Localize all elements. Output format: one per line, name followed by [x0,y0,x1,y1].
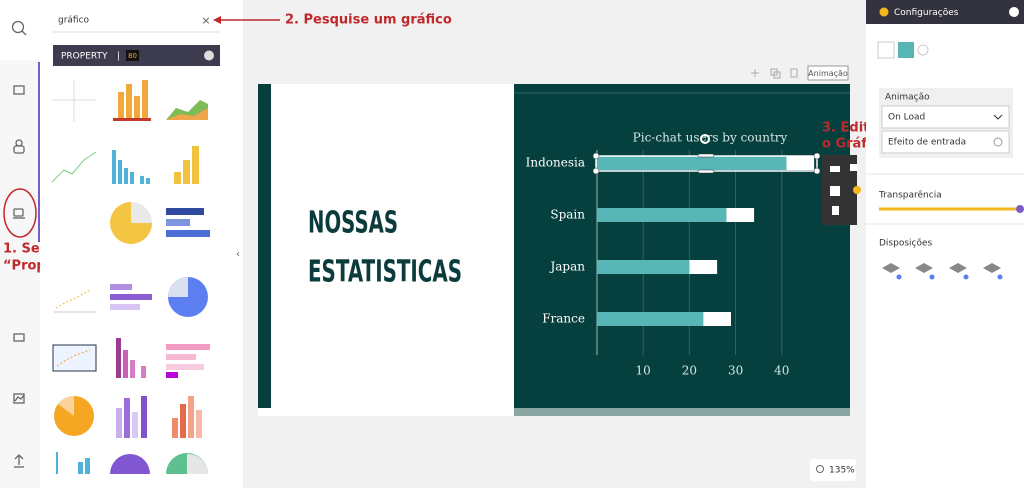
bar-segment [786,156,815,170]
animation-button[interactable] [807,65,849,81]
heading: ESTATISTICAS [308,255,462,290]
zoom-control[interactable] [810,459,856,481]
dropdown-arrow [993,114,1003,120]
category-label: Spain [550,208,585,222]
bar-segment [689,260,718,274]
annotation: 2. Pesquise um gráfico [285,13,452,28]
bar-segment [597,312,704,326]
chart-panel [514,84,850,408]
zoom-icon [816,465,824,473]
arrangements-label: Disposições [879,239,933,249]
trigger-dropdown[interactable] [881,105,1010,129]
x-tick-label: 30 [728,364,743,378]
active-indicator [38,62,40,242]
chart-thumbnails[interactable] [51,80,210,474]
animation-label: Animação [885,93,930,103]
bar-segment [703,312,731,326]
x-tick-label: 40 [774,364,789,378]
heading: NOSSAS [308,206,398,241]
trigger-value: On Load [888,113,925,123]
transparency-label: Transparência [878,190,942,201]
annotation: 3. Edite [822,121,878,136]
close-settings[interactable] [1009,7,1019,17]
slide-footer [514,408,850,416]
arrange-buttons[interactable] [882,263,1003,280]
collapse-arrow[interactable]: ‹ [236,249,240,260]
x-tick-label: 20 [682,364,697,378]
settings-panel [866,0,1024,488]
floating-tools[interactable] [830,164,861,215]
animation-button-label: Animação [808,69,848,78]
color-swatch[interactable] [877,41,895,59]
clear-filter[interactable] [204,50,214,61]
effect-field[interactable] [881,130,1010,154]
slide-strip [258,84,271,408]
slider-knob[interactable] [1016,205,1024,213]
bar-segment [597,260,690,274]
category-label: Indonesia [526,156,585,170]
search-input[interactable]: gráfico [58,16,90,26]
rail-icons [11,20,27,468]
arrow-head [213,16,221,24]
category-label: France [542,312,585,326]
settings-icon [879,7,889,17]
filter-separator: | [117,52,120,62]
collapse-tab[interactable] [232,185,243,322]
clear-search[interactable]: × [201,14,210,27]
chart-title: Pic-chat users by country [633,131,788,145]
icon-rail [0,0,40,488]
x-tick-label: 10 [636,364,651,378]
chart: 10 20 30 40 Indonesia Spain Japan France [526,150,815,378]
reset-color[interactable] [917,44,929,56]
zoom-level: 135% [829,466,855,476]
settings-title: Configurações [894,8,959,18]
color-swatch[interactable] [898,42,914,58]
slide-toolbar[interactable] [751,68,798,79]
selection-handles[interactable] [592,134,821,175]
search-tab[interactable] [0,0,40,60]
bar-segment [597,156,787,170]
effect-icon [993,137,1003,147]
filter-label: PROPERTY [61,52,108,62]
settings-header [866,0,1024,24]
bar-segment [726,208,755,222]
category-label: Japan [548,260,585,274]
effect-label: Efeito de entrada [888,138,966,148]
filter-count: 80 [128,52,137,60]
count-badge [126,50,139,61]
bar-segment [597,208,727,222]
highlight-ellipse [3,188,37,238]
